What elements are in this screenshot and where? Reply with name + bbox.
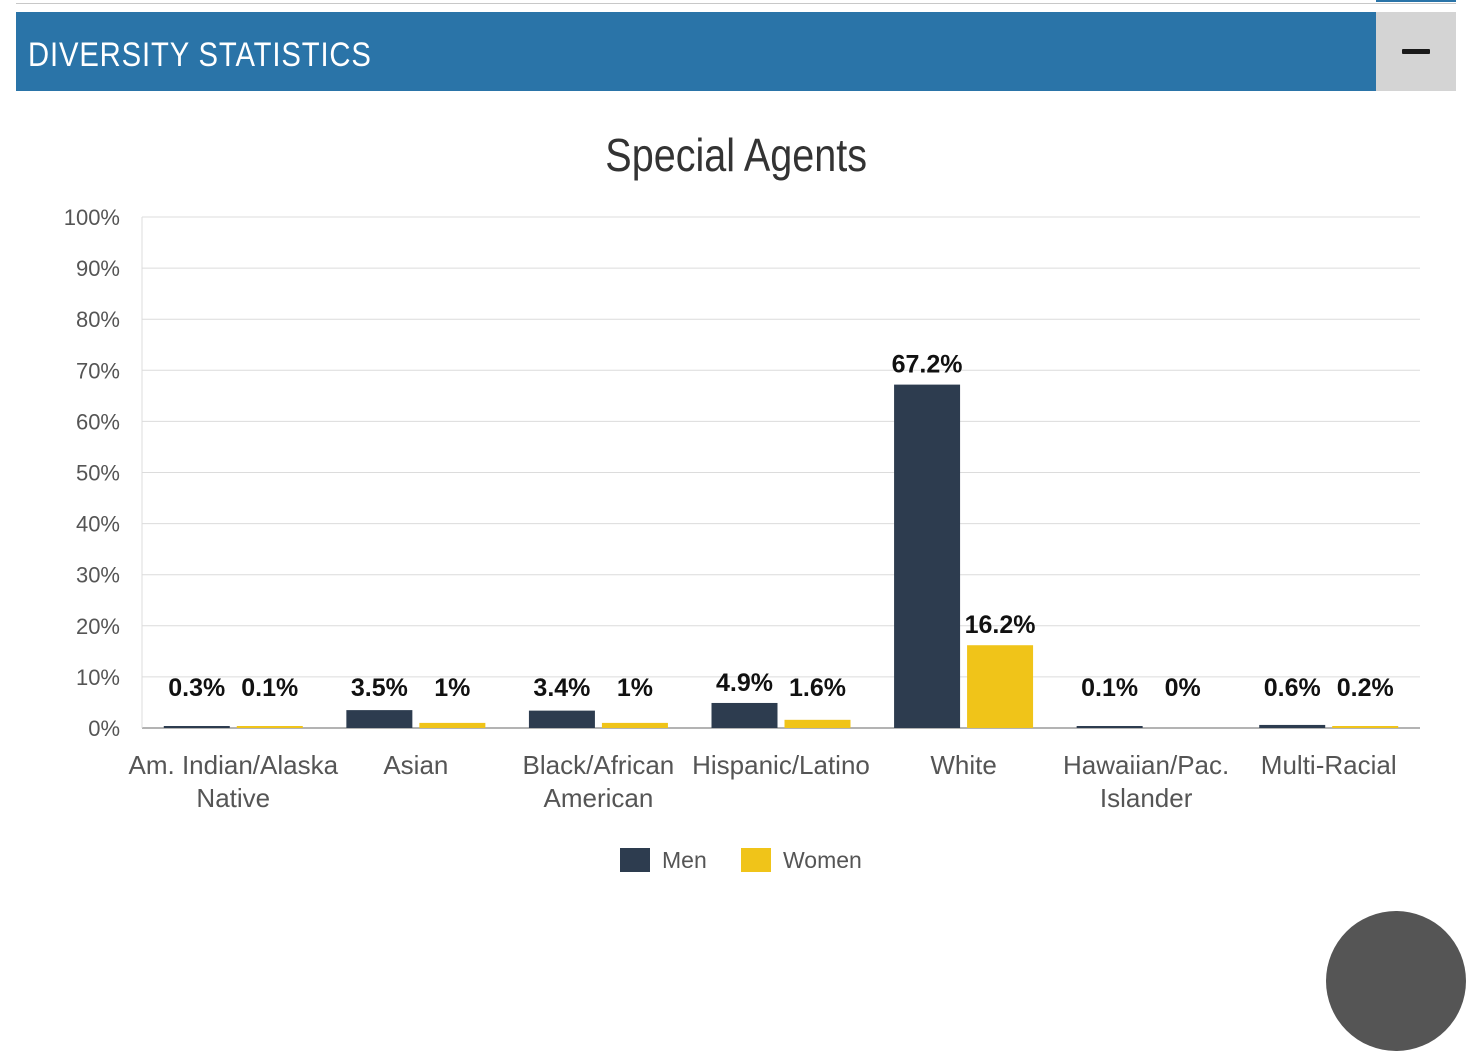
section-header[interactable]: DIVERSITY STATISTICS: [16, 12, 1376, 91]
x-tick-label: Islander: [1100, 783, 1193, 813]
chart-title: Special Agents: [0, 128, 1472, 182]
data-label: 0.1%: [1081, 674, 1138, 702]
y-tick-label: 40%: [76, 512, 120, 537]
x-tick-label: Asian: [383, 750, 448, 780]
data-label: 0.1%: [241, 674, 298, 702]
bar-women: [236, 726, 303, 728]
data-label: 0.2%: [1337, 674, 1394, 702]
bar-men: [1259, 724, 1326, 728]
legend-swatch-men: [620, 848, 650, 872]
y-tick-label: 90%: [76, 256, 120, 281]
data-label: 16.2%: [965, 611, 1036, 639]
top-corner-accent: [1376, 0, 1456, 2]
y-tick-label: 50%: [76, 461, 120, 486]
y-tick-label: 30%: [76, 563, 120, 588]
bar-women: [1332, 726, 1399, 728]
bar-men: [528, 710, 595, 728]
data-label: 1.6%: [789, 674, 846, 702]
collapse-button[interactable]: [1376, 12, 1456, 91]
data-label: 67.2%: [892, 351, 963, 379]
bar-men: [711, 702, 778, 728]
data-label: 1%: [434, 674, 470, 702]
x-tick-label: Hawaiian/Pac.: [1063, 750, 1229, 780]
legend-swatch-women: [741, 848, 771, 872]
data-label: 0.6%: [1264, 674, 1321, 702]
chart-title-text: Special Agents: [605, 129, 867, 181]
y-tick-label: 70%: [76, 358, 120, 383]
x-tick-label: American: [544, 783, 654, 813]
y-tick-label: 80%: [76, 307, 120, 332]
top-divider: [16, 0, 1456, 4]
bar-men: [163, 726, 230, 728]
bar-women: [967, 645, 1034, 728]
legend-label-women: Women: [783, 847, 862, 873]
x-tick-label: White: [930, 750, 996, 780]
bar-men: [894, 384, 961, 728]
data-label: 3.5%: [351, 674, 408, 702]
bar-chart: 0% 10% 20% 30% 40% 50% 60% 70% 80% 90% 100% 0.3% 0.1…: [64, 205, 1420, 873]
chart-container: Special Agents 0% 10% 20% 30% 40% 50% 60% 70% 80…: [0, 100, 1472, 931]
scroll-to-top-button[interactable]: [1326, 911, 1466, 1051]
y-tick-label: 60%: [76, 409, 120, 434]
bar-women: [601, 722, 668, 728]
x-tick-label: Am. Indian/Alaska: [129, 750, 339, 780]
y-tick-label: 10%: [76, 665, 120, 690]
x-tick-label: Black/African: [523, 750, 675, 780]
data-label: 0.3%: [168, 674, 225, 702]
section-title: DIVERSITY STATISTICS: [28, 36, 372, 74]
x-tick-label: Multi-Racial: [1261, 750, 1397, 780]
data-label: 0%: [1165, 674, 1201, 702]
minus-icon: [1402, 49, 1430, 54]
y-tick-label: 100%: [64, 205, 120, 230]
legend-label-men: Men: [662, 847, 707, 873]
data-label: 4.9%: [716, 669, 773, 697]
bar-men: [346, 710, 413, 728]
x-tick-label: Hispanic/Latino: [692, 750, 870, 780]
data-label: 3.4%: [533, 674, 590, 702]
x-tick-label: Native: [196, 783, 270, 813]
bar-women: [784, 719, 851, 728]
data-label: 1%: [617, 674, 653, 702]
bar-women: [419, 722, 486, 728]
y-tick-label: 20%: [76, 614, 120, 639]
y-tick-label: 0%: [88, 716, 120, 741]
bar-men: [1076, 726, 1143, 728]
